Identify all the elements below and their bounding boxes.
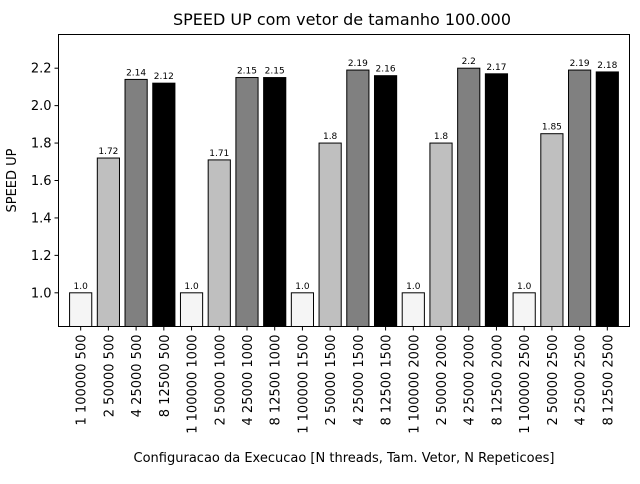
bar-value-label: 1.8	[323, 132, 338, 142]
bar	[568, 69, 592, 327]
bar	[290, 292, 315, 327]
bar	[69, 292, 93, 327]
y-tick-label: 1.6	[31, 174, 52, 189]
bar-value-label: 1.72	[98, 147, 118, 157]
x-tick-label: 4 25000 2000	[463, 335, 478, 426]
bar-value-label: 2.16	[376, 65, 396, 75]
bar	[124, 78, 148, 327]
x-tick-label: 4 25000 1000	[241, 335, 256, 426]
bar	[484, 73, 509, 327]
bar-value-label: 2.19	[348, 59, 368, 69]
y-axis: 1.0 1.2 1.4 1.6 1.8 2.0 2.2	[31, 62, 59, 301]
bar-value-label: 2.18	[597, 61, 617, 71]
x-tick-label: 1 100000 2000	[407, 335, 422, 434]
bar	[235, 77, 259, 327]
x-tick-label: 8 12500 2000	[490, 335, 505, 426]
y-tick-label: 2.2	[31, 62, 52, 77]
x-tick-label: 4 25000 2500	[574, 335, 589, 426]
x-tick-label: 1 100000 1000	[186, 335, 201, 434]
y-tick-label: 1.4	[31, 211, 52, 226]
x-axis-label: Configuracao da Execucao [N threads, Tam…	[134, 451, 555, 466]
bar-value-label: 1.0	[184, 282, 199, 292]
x-tick-label: 2 50000 500	[102, 335, 117, 418]
bar	[318, 142, 342, 327]
bar-value-label: 1.85	[542, 123, 562, 133]
bar-value-label: 1.8	[434, 132, 449, 142]
y-axis-label: SPEED UP	[5, 148, 20, 212]
x-tick-label: 2 50000 1000	[213, 335, 228, 426]
bar	[512, 292, 536, 327]
bar	[263, 77, 287, 327]
bar	[373, 75, 398, 327]
y-tick-label: 1.0	[31, 286, 52, 301]
bar-value-label: 2.14	[126, 68, 146, 78]
x-tick-label: 2 50000 2500	[546, 335, 561, 426]
x-tick-label: 8 12500 500	[158, 335, 173, 418]
bar-value-label: 1.0	[406, 282, 421, 292]
bar	[401, 292, 425, 327]
x-tick-label: 4 25000 1500	[352, 335, 367, 426]
bar-value-label: 2.17	[486, 63, 506, 73]
bar	[152, 82, 176, 327]
bar-value-label: 1.0	[517, 282, 532, 292]
bar-value-label: 2.15	[237, 67, 257, 77]
x-tick-label: 2 50000 2000	[435, 335, 450, 426]
x-tick-label: 1 100000 2500	[518, 335, 533, 434]
x-tick-label: 1 100000 1500	[296, 335, 311, 434]
bar	[179, 292, 204, 327]
bars-group	[69, 67, 619, 327]
x-tick-label: 2 50000 1500	[324, 335, 339, 426]
bar-value-label: 1.0	[295, 282, 310, 292]
bar-value-label: 2.2	[462, 57, 476, 67]
x-axis: 1 100000 500 2 50000 500 4 25000 500 8 1250…	[75, 326, 616, 434]
bar	[457, 67, 481, 327]
bar	[540, 133, 564, 327]
bar	[96, 157, 120, 327]
bar-value-label: 1.71	[209, 149, 229, 159]
bar	[207, 159, 231, 327]
y-tick-label: 1.8	[31, 137, 52, 152]
chart-title: SPEED UP com vetor de tamanho 100.000	[173, 10, 511, 29]
x-tick-label: 8 12500 2500	[601, 335, 616, 426]
value-labels-group: 1.0 1.72 2.14 2.12 1.0 1.71 2.15 2.15 1.0 1.8 2.19…	[74, 57, 618, 292]
x-tick-label: 8 12500 1000	[269, 335, 284, 426]
bar-value-label: 2.15	[265, 67, 285, 77]
plot-frame	[58, 34, 630, 327]
y-tick-label: 1.2	[31, 249, 52, 264]
bar	[595, 71, 619, 327]
y-tick-label: 2.0	[31, 99, 52, 114]
x-tick-label: 4 25000 500	[130, 335, 145, 418]
x-tick-label: 1 100000 500	[75, 335, 90, 426]
bar-value-label: 1.0	[74, 282, 89, 292]
bar	[429, 142, 453, 327]
bar-value-label: 2.12	[154, 72, 174, 82]
bar	[346, 69, 370, 327]
bar-value-label: 2.19	[570, 59, 590, 69]
x-tick-label: 8 12500 1500	[380, 335, 395, 426]
